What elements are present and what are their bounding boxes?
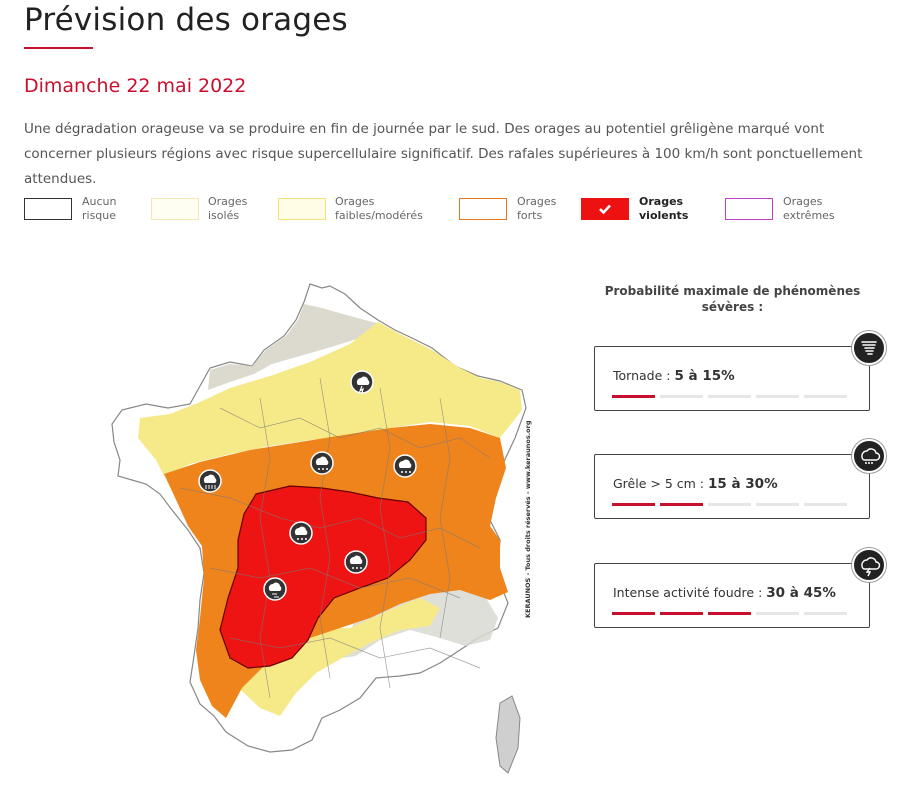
legend-label: Orages forts bbox=[517, 195, 557, 222]
level-bar bbox=[708, 503, 751, 506]
level-bar bbox=[612, 503, 655, 506]
zone-isoles-corsica bbox=[495, 695, 521, 774]
card-label: Tornade : bbox=[613, 368, 671, 383]
probability-card-grele: Grêle > 5 cm : 15 à 30% bbox=[594, 439, 886, 519]
level-bar bbox=[756, 395, 799, 398]
probability-card-tornade: Tornade : 5 à 15% bbox=[594, 331, 886, 411]
level-bar bbox=[804, 612, 847, 615]
card-label: Grêle > 5 cm : bbox=[613, 476, 704, 491]
level-bar bbox=[660, 503, 703, 506]
legend-swatch[interactable] bbox=[278, 198, 326, 220]
level-bar bbox=[804, 503, 847, 506]
legend-label: Orages violents bbox=[639, 195, 689, 222]
legend-label: Aucun risque bbox=[82, 195, 117, 222]
card-value: 5 à 15% bbox=[674, 368, 735, 384]
lightning-icon bbox=[852, 548, 886, 582]
storm-icon-4 bbox=[393, 454, 417, 478]
zone-violents bbox=[219, 485, 427, 669]
map-storm-icons bbox=[198, 370, 417, 601]
storm-icon-5 bbox=[289, 521, 313, 545]
level-bar bbox=[660, 395, 703, 398]
legend-swatch[interactable] bbox=[459, 198, 507, 220]
storm-icon-7 bbox=[263, 577, 287, 601]
storm-icon-1 bbox=[350, 370, 374, 394]
probability-title: Probabilité maximale de phénomènes sévèr… bbox=[604, 284, 861, 314]
level-bar bbox=[612, 395, 655, 398]
legend-swatch[interactable] bbox=[581, 198, 629, 220]
legend-swatch[interactable] bbox=[151, 198, 199, 220]
forecast-date: Dimanche 22 mai 2022 bbox=[24, 75, 247, 97]
level-bar bbox=[612, 612, 655, 615]
card-text: Tornade : 5 à 15% bbox=[613, 368, 735, 384]
card-text: Grêle > 5 cm : 15 à 30% bbox=[613, 476, 778, 492]
storm-icon-2 bbox=[198, 469, 222, 493]
hail-icon bbox=[852, 439, 886, 473]
storm-icon-6 bbox=[344, 550, 368, 574]
department-borders bbox=[179, 377, 491, 699]
level-bar bbox=[708, 395, 751, 398]
legend-label: Orages extrêmes bbox=[783, 195, 835, 222]
map-credit: KERAUNOS - Tous droits réservés - www.ke… bbox=[524, 420, 532, 618]
level-bar bbox=[804, 395, 847, 398]
card-text: Intense activité foudre : 30 à 45% bbox=[613, 585, 836, 601]
level-bar bbox=[756, 503, 799, 506]
legend-swatch[interactable] bbox=[24, 198, 72, 220]
zone-faibles bbox=[138, 322, 522, 476]
title-underline bbox=[24, 47, 93, 49]
card-label: Intense activité foudre : bbox=[613, 585, 763, 600]
zone-faibles-south bbox=[202, 578, 440, 716]
level-bar bbox=[756, 612, 799, 615]
probability-card-foudre: Intense activité foudre : 30 à 45% bbox=[594, 548, 886, 628]
france-storm-map: KERAUNOS - Tous droits réservés - www.ke… bbox=[111, 283, 532, 774]
level-bar bbox=[660, 612, 703, 615]
legend-swatch[interactable] bbox=[725, 198, 773, 220]
legend-label: Orages faibles/modérés bbox=[335, 195, 423, 222]
level-bar bbox=[708, 612, 751, 615]
storm-icon-3 bbox=[310, 451, 334, 475]
checkmark-icon bbox=[599, 204, 611, 215]
page-title: Prévision des orages bbox=[24, 2, 348, 38]
tornado-icon bbox=[852, 331, 886, 365]
card-value: 15 à 30% bbox=[707, 476, 778, 492]
card-value: 30 à 45% bbox=[766, 585, 836, 601]
zone-isoles-north bbox=[208, 304, 380, 390]
legend-label: Orages isolés bbox=[208, 195, 248, 222]
forecast-description: Une dégradation orageuse va se produire … bbox=[24, 121, 863, 187]
